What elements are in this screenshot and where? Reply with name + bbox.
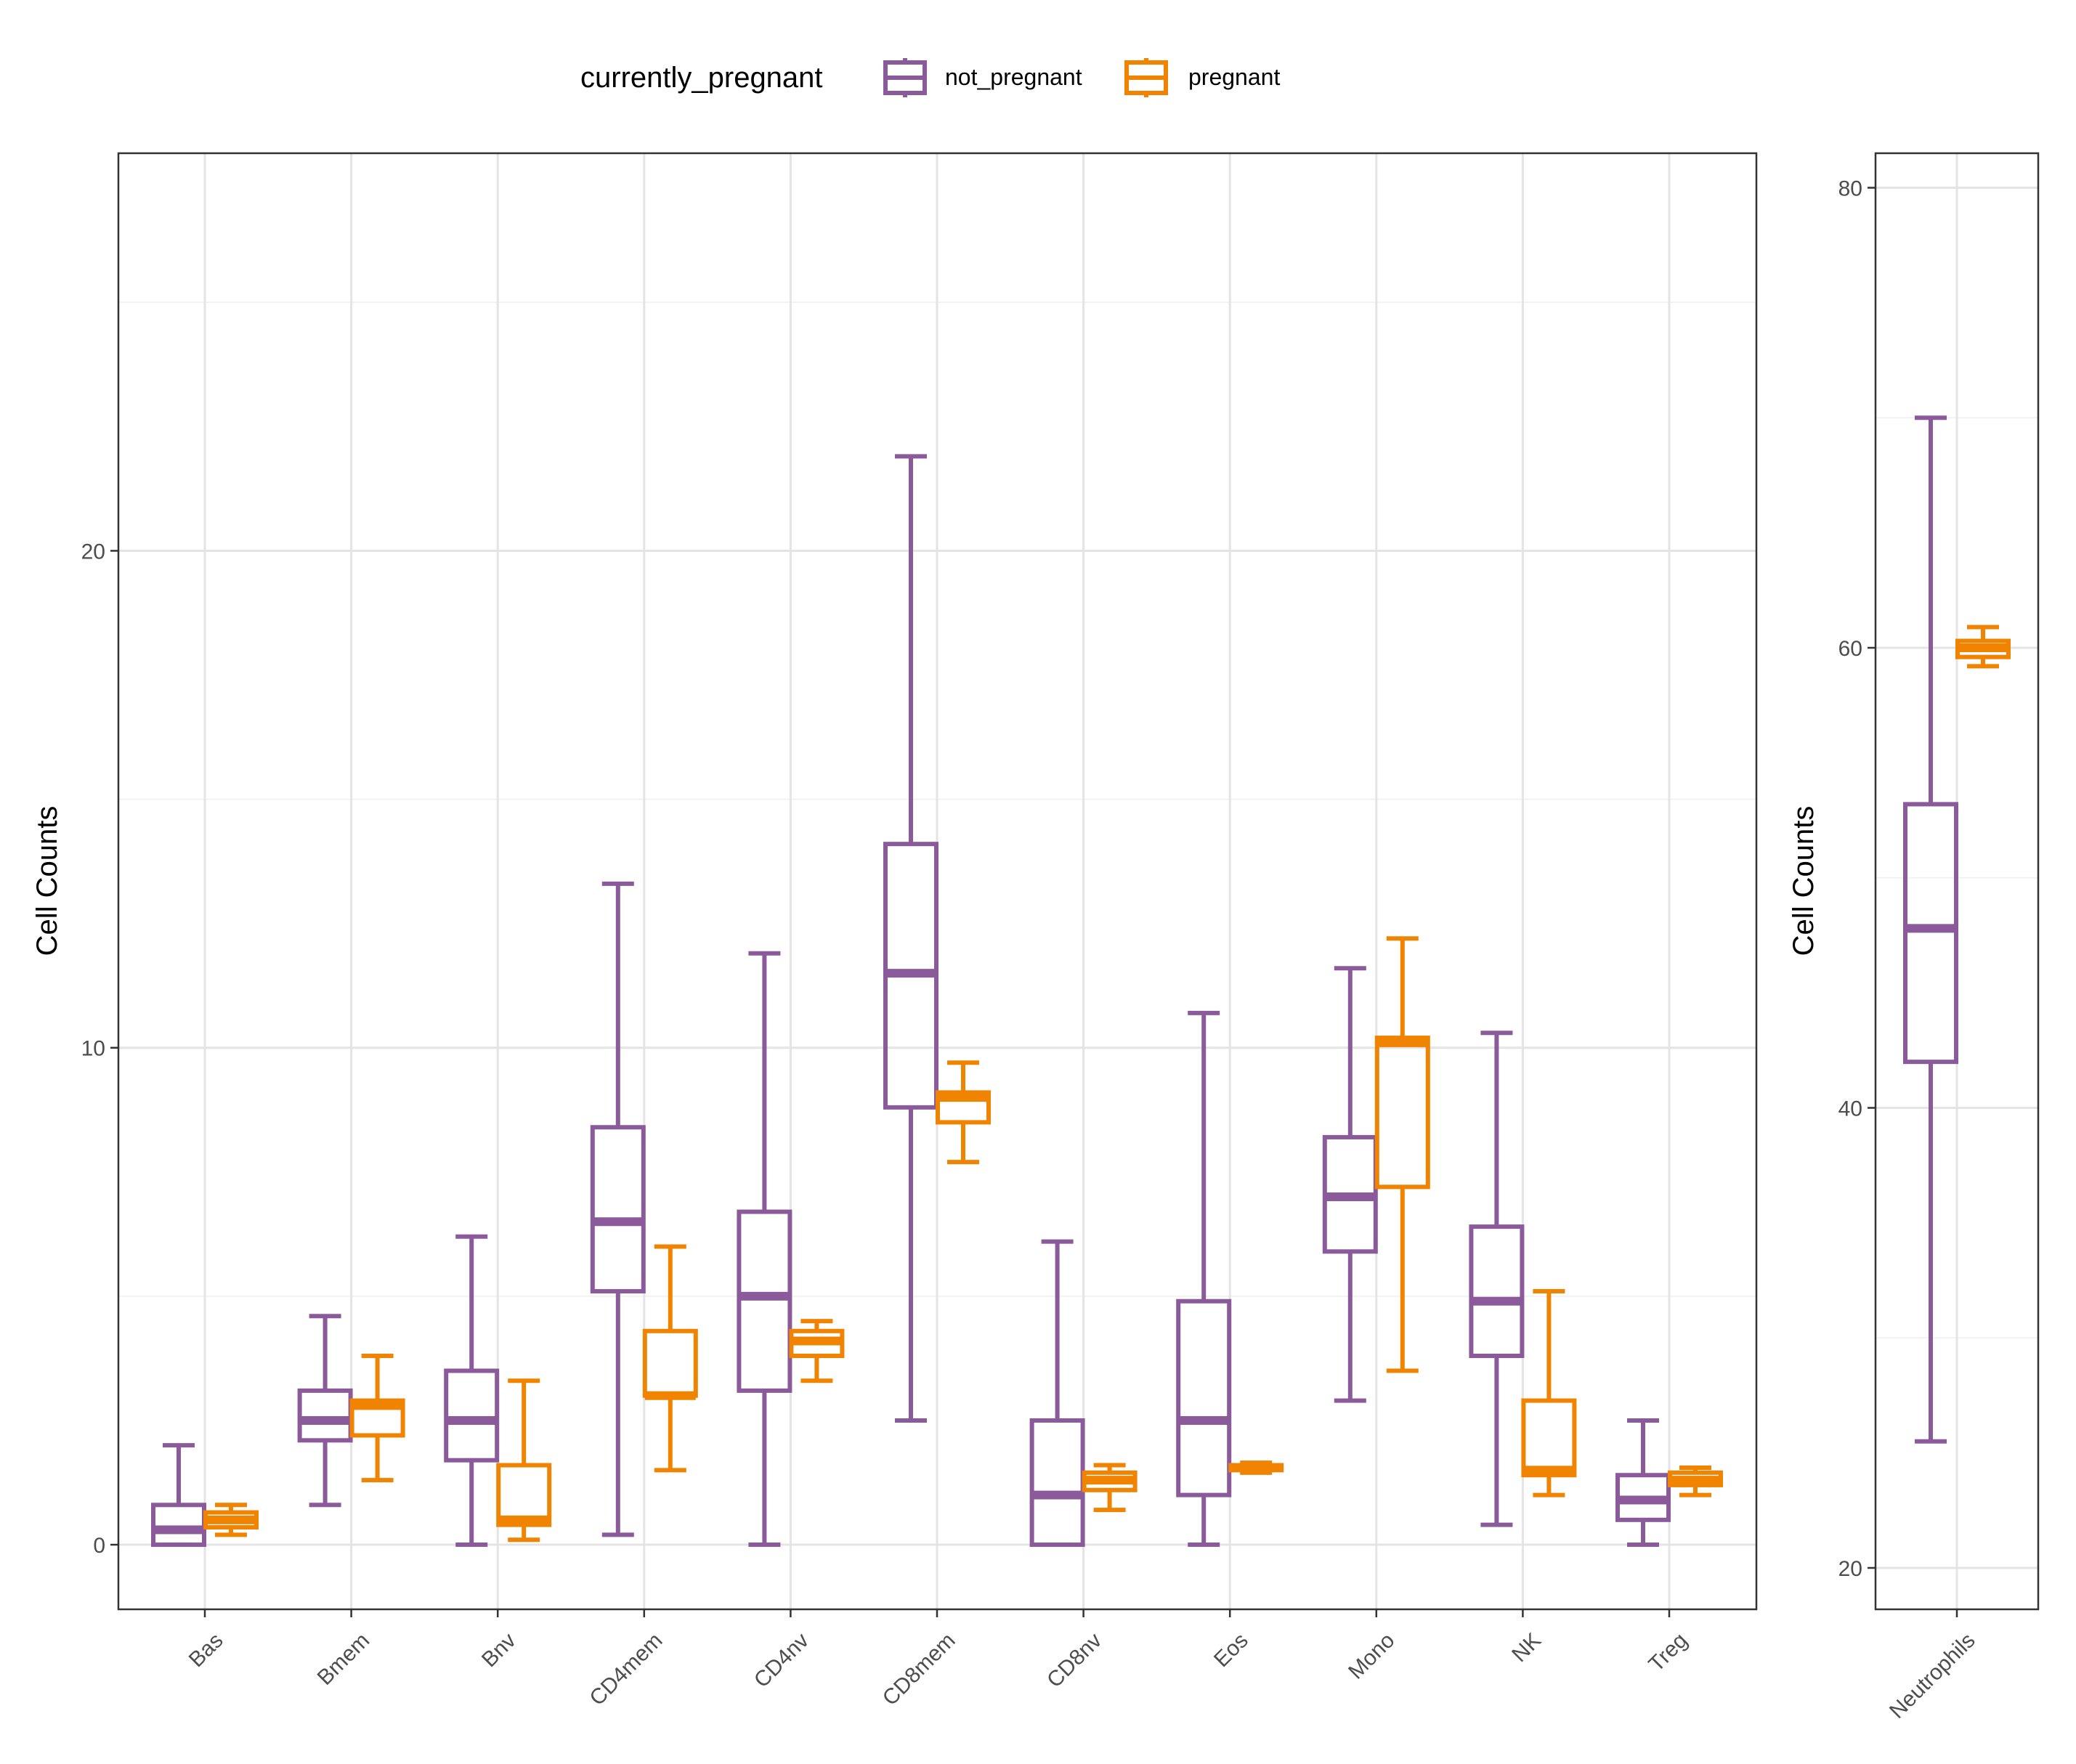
main-not-pregnant-nk-box: [1469, 1224, 1525, 1359]
main-pregnant-bnv-box: [496, 1463, 552, 1527]
main-pregnant-cd4mem-boxplot: [642, 1244, 698, 1473]
main-pregnant-cd4nv-boxplot: [789, 1319, 845, 1383]
main-pregnant-mono-box: [1374, 1036, 1430, 1190]
neutrophils-boxes: [1903, 415, 2011, 1444]
main-y-axis: 0 10 20: [81, 540, 118, 1558]
main-not-pregnant-mono-boxplot: [1322, 966, 1378, 1403]
main-pregnant-cd8mem-box: [936, 1090, 991, 1125]
neutrophils-y-axis: 20 40 60 80: [1838, 177, 1876, 1581]
legend-key-pregnant: [1124, 58, 1168, 97]
legend-key-not-pregnant: [883, 58, 927, 97]
main-pregnant-treg-boxplot: [1668, 1465, 1723, 1497]
main-not-pregnant-cd4nv-boxplot: [737, 951, 792, 1548]
main-pregnant-bnv-boxplot: [496, 1378, 552, 1543]
main-not-pregnant-cd4mem-boxplot: [590, 881, 646, 1537]
main-y-tick-label: 20: [81, 540, 105, 564]
main-not-pregnant-treg-boxplot: [1615, 1418, 1671, 1548]
legend-label-pregnant: pregnant: [1188, 64, 1280, 90]
neutrophils-y-axis-title: Cell Counts: [1788, 806, 1820, 956]
neutrophils-not-pregnant-neutrophils-boxplot: [1903, 415, 1958, 1444]
legend-title: currently_pregnant: [580, 62, 823, 94]
main-not-pregnant-cd4mem-box: [590, 1125, 646, 1294]
legend-label-not-pregnant: not_pregnant: [945, 64, 1082, 90]
main-not-pregnant-cd8mem-boxplot: [883, 454, 938, 1423]
main-not-pregnant-eos-box: [1176, 1298, 1232, 1497]
neutrophils-y-tick-label: 60: [1838, 637, 1862, 661]
main-not-pregnant-bnv-box: [444, 1368, 500, 1463]
main-not-pregnant-nk-boxplot: [1469, 1031, 1525, 1527]
main-pregnant-bas-boxplot: [203, 1503, 259, 1537]
main-not-pregnant-eos-boxplot: [1176, 1010, 1232, 1548]
main-not-pregnant-cd4nv-box: [737, 1209, 792, 1393]
neutrophils-not-pregnant-neutrophils-box: [1903, 802, 1958, 1065]
legend: currently_pregnant not_pregnant pregnant: [580, 58, 1280, 97]
main-pregnant-eos-boxplot: [1228, 1460, 1284, 1475]
neutrophils-y-tick-label: 80: [1838, 177, 1862, 201]
main-pregnant-bmem-box: [349, 1398, 405, 1438]
main-boxes: [151, 454, 1723, 1548]
main-y-axis-title: Cell Counts: [31, 806, 63, 956]
main-pregnant-cd8mem-boxplot: [936, 1060, 991, 1165]
main-y-tick-label: 0: [93, 1534, 105, 1558]
main-not-pregnant-bnv-boxplot: [444, 1234, 500, 1548]
neutrophils-pregnant-neutrophils-boxplot: [1955, 625, 2011, 669]
main-pregnant-mono-boxplot: [1374, 936, 1430, 1373]
main-y-tick-label: 10: [81, 1037, 105, 1061]
main-pregnant-bmem-boxplot: [349, 1354, 405, 1483]
main-not-pregnant-bas-boxplot: [151, 1443, 206, 1548]
main-pregnant-nk-boxplot: [1521, 1289, 1577, 1497]
main-pregnant-nk-box: [1521, 1398, 1577, 1478]
neutrophils-y-tick-label: 40: [1838, 1097, 1862, 1121]
main-pregnant-cd8nv-boxplot: [1082, 1463, 1138, 1513]
neutrophils-y-tick-label: 20: [1838, 1557, 1862, 1581]
